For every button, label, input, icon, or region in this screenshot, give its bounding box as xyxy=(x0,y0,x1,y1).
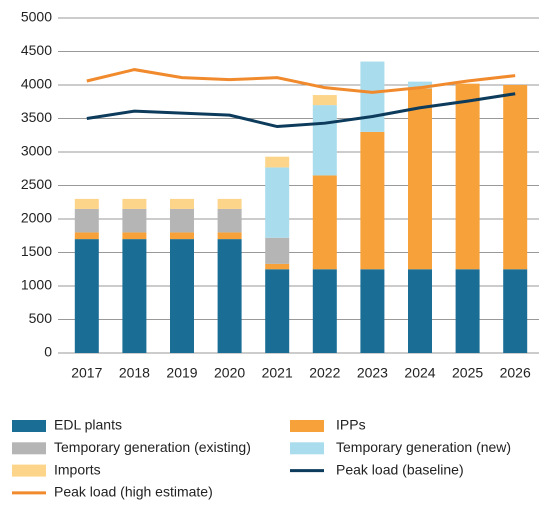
bar-segment xyxy=(360,131,385,270)
bar-segment xyxy=(312,269,337,353)
bar-segment xyxy=(360,269,385,353)
legend-swatch xyxy=(12,420,46,432)
legend-label: IPPs xyxy=(336,417,366,433)
bar-segment xyxy=(217,232,242,240)
legend-label: Temporary generation (existing) xyxy=(54,439,251,455)
bar-segment xyxy=(217,198,242,209)
bar-segment xyxy=(312,175,337,270)
bar-segment xyxy=(170,232,194,240)
x-tick-label: 2023 xyxy=(357,365,388,381)
x-tick-label: 2021 xyxy=(262,365,293,381)
x-tick-label: 2017 xyxy=(71,365,102,381)
legend-label: Peak load (baseline) xyxy=(336,461,464,477)
legend-swatch xyxy=(12,442,46,455)
x-tick-label: 2019 xyxy=(166,365,197,381)
bar-segment xyxy=(74,239,99,353)
y-tick-label: 1500 xyxy=(21,243,52,259)
x-tick-label: 2025 xyxy=(452,365,483,381)
y-tick-label: 0 xyxy=(44,344,52,360)
bar-segment xyxy=(170,198,194,209)
bar-segment xyxy=(122,208,147,233)
bar-segment xyxy=(74,232,99,240)
legend-swatch xyxy=(290,442,324,455)
legend-label: Peak load (high estimate) xyxy=(54,484,213,500)
bar-segment xyxy=(312,105,337,176)
x-tick-label: 2024 xyxy=(404,365,435,381)
y-tick-label: 4500 xyxy=(21,42,52,58)
bar-segment xyxy=(408,269,432,353)
legend-label: Temporary generation (new) xyxy=(336,439,511,455)
legend-label: EDL plants xyxy=(54,417,122,433)
bar-segment xyxy=(170,239,194,353)
bar-segment xyxy=(265,269,290,353)
x-tick-label: 2022 xyxy=(309,365,340,381)
bar-segment xyxy=(122,239,147,353)
line xyxy=(86,68,516,94)
bar-segment xyxy=(265,167,290,238)
legend-swatch xyxy=(290,420,324,432)
bar-segment xyxy=(455,83,480,270)
bar-segment xyxy=(74,208,99,233)
x-tick-label: 2018 xyxy=(119,365,150,381)
x-tick-label: 2020 xyxy=(214,365,245,381)
bar-segment xyxy=(455,269,480,353)
y-tick-label: 5000 xyxy=(21,9,52,25)
bar-segment xyxy=(265,156,290,168)
y-tick-label: 4000 xyxy=(21,76,52,92)
bar-segment xyxy=(217,239,242,353)
bar-segment xyxy=(217,208,242,233)
bar-segment xyxy=(122,198,147,209)
bar-segment xyxy=(408,88,432,270)
line xyxy=(86,92,516,129)
bar-segment xyxy=(122,232,147,240)
bar-segment xyxy=(312,95,337,106)
legend-label: Imports xyxy=(54,461,101,477)
y-tick-label: 3500 xyxy=(21,109,52,125)
legend-swatch xyxy=(12,464,46,477)
bar-segment xyxy=(408,81,432,89)
bar-segment xyxy=(265,237,290,264)
y-tick-label: 1000 xyxy=(21,277,52,293)
bar-segment xyxy=(265,263,290,270)
bar-segment xyxy=(74,198,99,209)
y-tick-label: 2500 xyxy=(21,176,52,192)
bar-segment xyxy=(503,269,528,353)
y-tick-label: 500 xyxy=(29,310,53,326)
bar-segment xyxy=(360,61,385,132)
x-tick-label: 2026 xyxy=(500,365,531,381)
y-tick-label: 3000 xyxy=(21,143,52,159)
y-tick-label: 2000 xyxy=(21,210,52,226)
bar-segment xyxy=(170,208,194,233)
bar-segment xyxy=(503,85,528,270)
